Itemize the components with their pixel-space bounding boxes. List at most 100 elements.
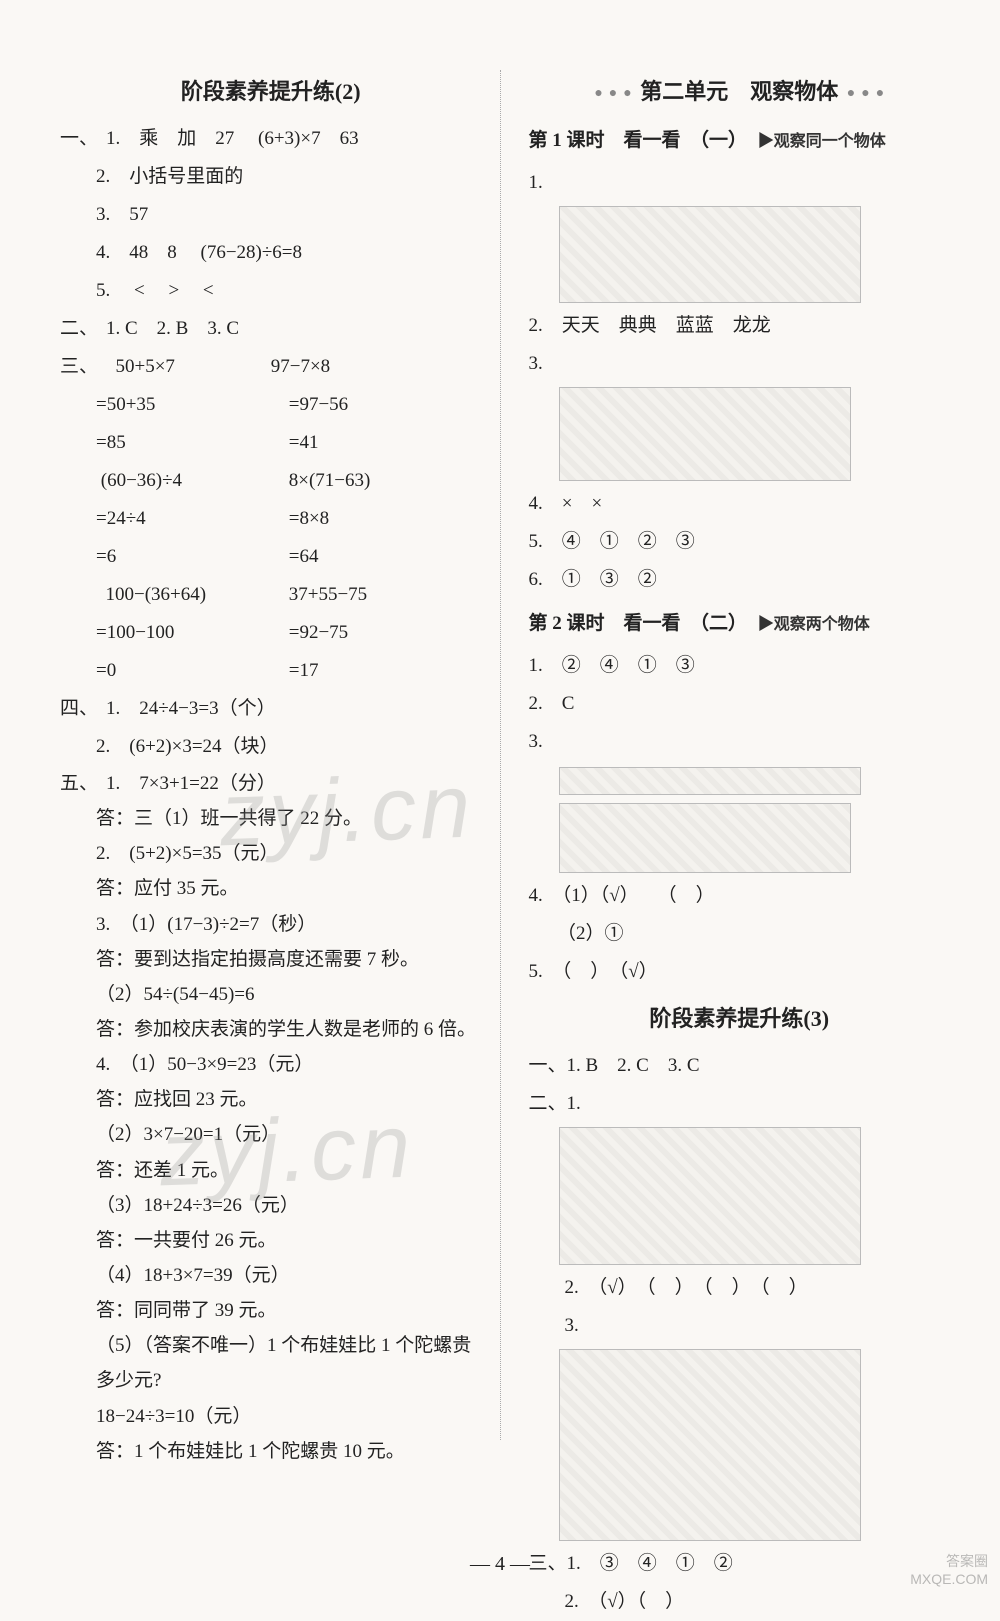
sec5-a4d: 答：同同带了 39 元。 xyxy=(60,1293,482,1328)
dot-icon: ● xyxy=(609,86,617,101)
sec5-i4c: （3）18+24÷3=26（元） xyxy=(60,1188,482,1223)
l1-q3-figure xyxy=(559,387,851,481)
l2-q3-label: 3. xyxy=(529,723,951,761)
corner-line2: MXQE.COM xyxy=(910,1570,988,1588)
l1-q3-label: 3. xyxy=(529,345,951,383)
sec5: 五、1. 7×3+1=22（分） 答：三（1）班一共得了 22 分。 2. (5… xyxy=(60,766,482,1469)
sec5-a2: 答：应付 35 元。 xyxy=(60,871,482,906)
corner-line1: 答案圈 xyxy=(910,1552,988,1570)
s3r2a: =50+35 xyxy=(96,386,289,424)
s3r3a: =85 xyxy=(96,424,289,462)
sec4-i1: 1. 24÷4−3=3（个） xyxy=(106,698,276,719)
s3-sec2-2: 2. （√） （ ） （ ） （ ） xyxy=(529,1269,951,1307)
lesson1-main: 第 1 课时 看一看 （一） xyxy=(529,130,748,151)
s3r7b: 37+55−75 xyxy=(289,576,482,614)
s3-sec2-figure xyxy=(559,1127,861,1265)
right-column: ● ● ● 第二单元 观察物体 ● ● ● 第 1 课时 看一看 （一） ▶观察同一个物… xyxy=(521,70,951,1440)
s3r4a: (60−36)÷4 xyxy=(101,470,182,491)
s3r8a: =100−100 xyxy=(96,614,289,652)
page: 阶段素养提升练(2) 一、1. 乘 加 27 (6+3)×7 63 2. 小括号… xyxy=(0,0,1000,1480)
sec5-a3a: 答：要到达指定拍摄高度还需要 7 秒。 xyxy=(60,942,482,977)
l1-q4: 4. × × xyxy=(529,485,951,523)
sec5-i2: 2. (5+2)×5=35（元） xyxy=(60,836,482,871)
sec5-a1: 答：三（1）班一共得了 22 分。 xyxy=(60,801,482,836)
sec4-label: 四、 xyxy=(60,690,106,728)
sec3-label: 三、 xyxy=(60,348,106,386)
lesson2-sub: ▶观察两个物体 xyxy=(758,616,870,633)
s3r2b: =97−56 xyxy=(289,386,482,424)
s3-sec1: 一、1. B 2. C 3. C xyxy=(529,1047,951,1085)
l2-q4a: 4. （1）（√） （ ） xyxy=(529,877,951,915)
sec3: 三、 50+5×7 97−7×8 =50+35=97−56 =85=41 (60−… xyxy=(60,348,482,690)
l1-q5: 5. ④ ① ② ③ xyxy=(529,523,951,561)
sec5-i4e2: 多少元? xyxy=(60,1363,482,1398)
sec5-i1: 1. 7×3+1=22（分） xyxy=(106,773,276,794)
l1-q1-figure xyxy=(559,206,861,303)
s3-sec2-3-figure xyxy=(559,1349,861,1541)
sec1-i3: 3. 57 xyxy=(60,196,482,234)
sec5-i3a: 3. （1）(17−3)÷2=7（秒） xyxy=(60,907,482,942)
sec5-i4f: 18−24÷3=10（元） xyxy=(60,1399,482,1434)
l2-q1: 1. ② ④ ① ③ xyxy=(529,647,951,685)
unit2-title: ● ● ● 第二单元 观察物体 ● ● ● xyxy=(529,70,951,114)
s3-sec2-3-label: 3. xyxy=(529,1307,951,1345)
sec2-text: 1. C 2. B 3. C xyxy=(106,318,239,339)
sec5-i4b: （2）3×7−20=1（元） xyxy=(60,1117,482,1152)
dot-icon: ● xyxy=(594,86,602,101)
s3-sec2-label: 二、1. xyxy=(529,1085,951,1123)
sec5-a4f: 答：1 个布娃娃比 1 个陀螺贵 10 元。 xyxy=(60,1434,482,1469)
s3r3b: =41 xyxy=(289,424,482,462)
sec4-i2: 2. (6+2)×3=24（块） xyxy=(60,728,482,766)
dot-icon: ● xyxy=(847,86,855,101)
l1-q2: 2. 天天 典典 蓝蓝 龙龙 xyxy=(529,307,951,345)
s3r6a: =6 xyxy=(96,538,289,576)
s3r5a: =24÷4 xyxy=(96,500,289,538)
sec1-i5: 5. < > < xyxy=(60,272,482,310)
lesson2-main: 第 2 课时 看一看 （二） xyxy=(529,613,748,634)
sec5-label: 五、 xyxy=(60,766,106,801)
lesson2-title: 第 2 课时 看一看 （二） ▶观察两个物体 xyxy=(529,605,951,643)
stage3-title: 阶段素养提升练(3) xyxy=(529,997,951,1041)
page-number: — 4 — xyxy=(0,1553,1000,1576)
left-column: 阶段素养提升练(2) 一、1. 乘 加 27 (6+3)×7 63 2. 小括号… xyxy=(60,70,501,1440)
sec5-i3b: （2）54÷(54−45)=6 xyxy=(60,977,482,1012)
sec1-i1: 1. 乘 加 27 (6+3)×7 63 xyxy=(106,128,359,149)
l2-q2: 2. C xyxy=(529,685,951,723)
s3r9b: =17 xyxy=(289,652,482,690)
sec4: 四、1. 24÷4−3=3（个） 2. (6+2)×3=24（块） xyxy=(60,690,482,766)
l1-q6: 6. ① ③ ② xyxy=(529,561,951,599)
l2-q3-figure-top xyxy=(559,767,861,795)
sec1-label: 一、 xyxy=(60,120,106,158)
sec5-i4a: 4. （1）50−3×9=23（元） xyxy=(60,1047,482,1082)
dot-icon: ● xyxy=(876,86,884,101)
s3r1a: 50+5×7 xyxy=(116,356,175,377)
l2-q5: 5. （ ） （√） xyxy=(529,953,951,991)
sec5-i4e: （5）（答案不唯一）1 个布娃娃比 1 个陀螺贵 xyxy=(60,1328,482,1363)
sec2: 二、1. C 2. B 3. C xyxy=(60,310,482,348)
s3r7a: 100−(36+64) xyxy=(106,584,207,605)
dot-icon: ● xyxy=(623,86,631,101)
sec2-label: 二、 xyxy=(60,310,106,348)
s3r9a: =0 xyxy=(96,652,289,690)
sec5-i4d: （4）18+3×7=39（元） xyxy=(60,1258,482,1293)
s3-sec3-2: 2. （√）（ ） xyxy=(529,1583,951,1621)
sec1: 一、1. 乘 加 27 (6+3)×7 63 2. 小括号里面的 3. 57 4… xyxy=(60,120,482,310)
l1-q1-label: 1. xyxy=(529,164,951,202)
sec1-i2: 2. 小括号里面的 xyxy=(60,158,482,196)
sec5-a4b: 答：还差 1 元。 xyxy=(60,1153,482,1188)
sec1-i4: 4. 48 8 (76−28)÷6=8 xyxy=(60,234,482,272)
l2-q4b: （2）① xyxy=(529,915,951,953)
sec5-a3b: 答：参加校庆表演的学生人数是老师的 6 倍。 xyxy=(60,1012,482,1047)
sec5-a4c: 答：一共要付 26 元。 xyxy=(60,1223,482,1258)
unit2-title-text: 第二单元 观察物体 xyxy=(640,79,838,104)
s3r8b: =92−75 xyxy=(289,614,482,652)
s3r5b: =8×8 xyxy=(289,500,482,538)
s3r4b: 8×(71−63) xyxy=(289,462,482,500)
l2-q3-figure-bottom xyxy=(559,803,851,873)
corner-brand: 答案圈 MXQE.COM xyxy=(910,1552,988,1588)
s3r1b: 97−7×8 xyxy=(271,348,482,386)
s3r6b: =64 xyxy=(289,538,482,576)
dot-icon: ● xyxy=(861,86,869,101)
lesson1-sub: ▶观察同一个物体 xyxy=(758,133,886,150)
sec5-a4a: 答：应找回 23 元。 xyxy=(60,1082,482,1117)
